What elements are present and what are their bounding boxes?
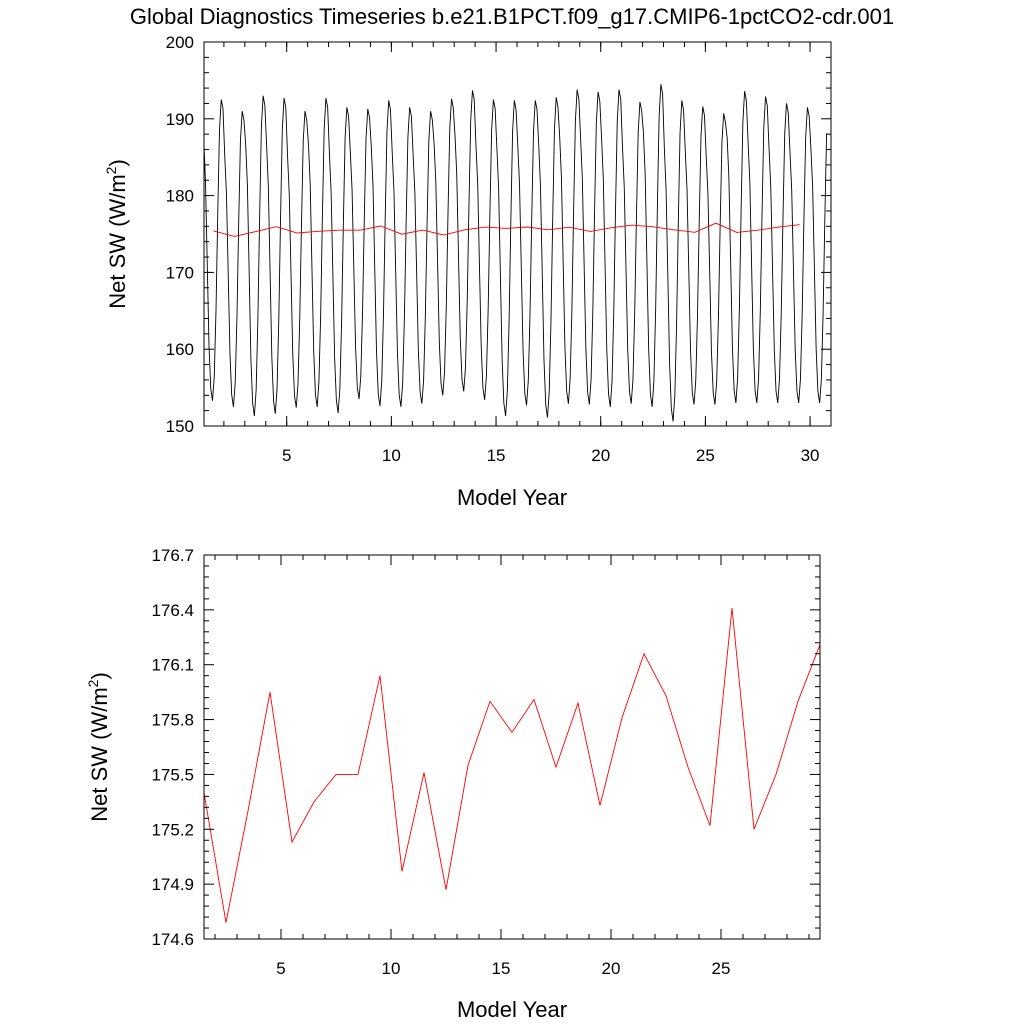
y-tick-label: 175.5 <box>151 765 194 784</box>
bottom-y-axis-label: Net SW (W/m2) <box>85 672 112 822</box>
top-panel: 150 160 170 180 190 200 5 10 15 20 25 30 Model Year… <box>103 33 832 510</box>
top-y-axis-label: Net SW (W/m2) <box>103 159 130 309</box>
monthly-series-line <box>203 84 828 422</box>
y-tick-label: 176.7 <box>151 546 194 565</box>
y-tick-label: 180 <box>166 187 194 206</box>
y-tick-label: 200 <box>166 33 194 52</box>
x-tick-label: 25 <box>712 959 731 978</box>
y-tick-label: 170 <box>166 263 194 282</box>
y-tick-label: 175.8 <box>151 711 194 730</box>
bottom-panel: 174.6 174.9 175.2 175.5 175.8 176.1 176.4 176.7… <box>85 546 821 1022</box>
bottom-plot-frame <box>203 554 821 940</box>
top-x-axis-label: Model Year <box>457 485 567 510</box>
y-tick-label: 176.1 <box>151 656 194 675</box>
y-tick-label: 150 <box>166 417 194 436</box>
x-tick-label: 20 <box>602 959 621 978</box>
y-tick-label: 160 <box>166 340 194 359</box>
x-tick-label: 30 <box>801 446 820 465</box>
top-plot-frame <box>203 41 832 427</box>
x-tick-label: 15 <box>492 959 511 978</box>
annual-mean-series-line <box>203 607 821 923</box>
y-tick-label: 176.4 <box>151 601 194 620</box>
chart-title: Global Diagnostics Timeseries b.e21.B1PC… <box>130 4 894 29</box>
bottom-x-axis-label: Model Year <box>457 997 567 1022</box>
annual-mean-series-line <box>213 222 800 237</box>
x-tick-label: 25 <box>696 446 715 465</box>
x-tick-label: 10 <box>382 959 401 978</box>
y-tick-label: 190 <box>166 110 194 129</box>
x-tick-label: 5 <box>276 959 285 978</box>
x-tick-label: 15 <box>487 446 506 465</box>
y-tick-label: 174.6 <box>151 930 194 949</box>
y-tick-label: 175.2 <box>151 820 194 839</box>
y-tick-label: 174.9 <box>151 875 194 894</box>
x-tick-label: 10 <box>382 446 401 465</box>
x-tick-label: 20 <box>591 446 610 465</box>
x-tick-label: 5 <box>282 446 291 465</box>
